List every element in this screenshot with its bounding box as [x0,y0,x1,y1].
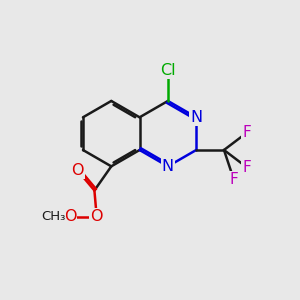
Text: F: F [230,172,238,187]
Text: N: N [162,159,174,174]
Text: O: O [64,209,76,224]
Text: F: F [242,160,251,175]
Text: F: F [242,125,251,140]
Text: CH₃: CH₃ [41,210,66,223]
Text: O: O [71,163,84,178]
Text: O: O [90,209,103,224]
Text: N: N [190,110,202,125]
Text: Cl: Cl [160,63,176,78]
